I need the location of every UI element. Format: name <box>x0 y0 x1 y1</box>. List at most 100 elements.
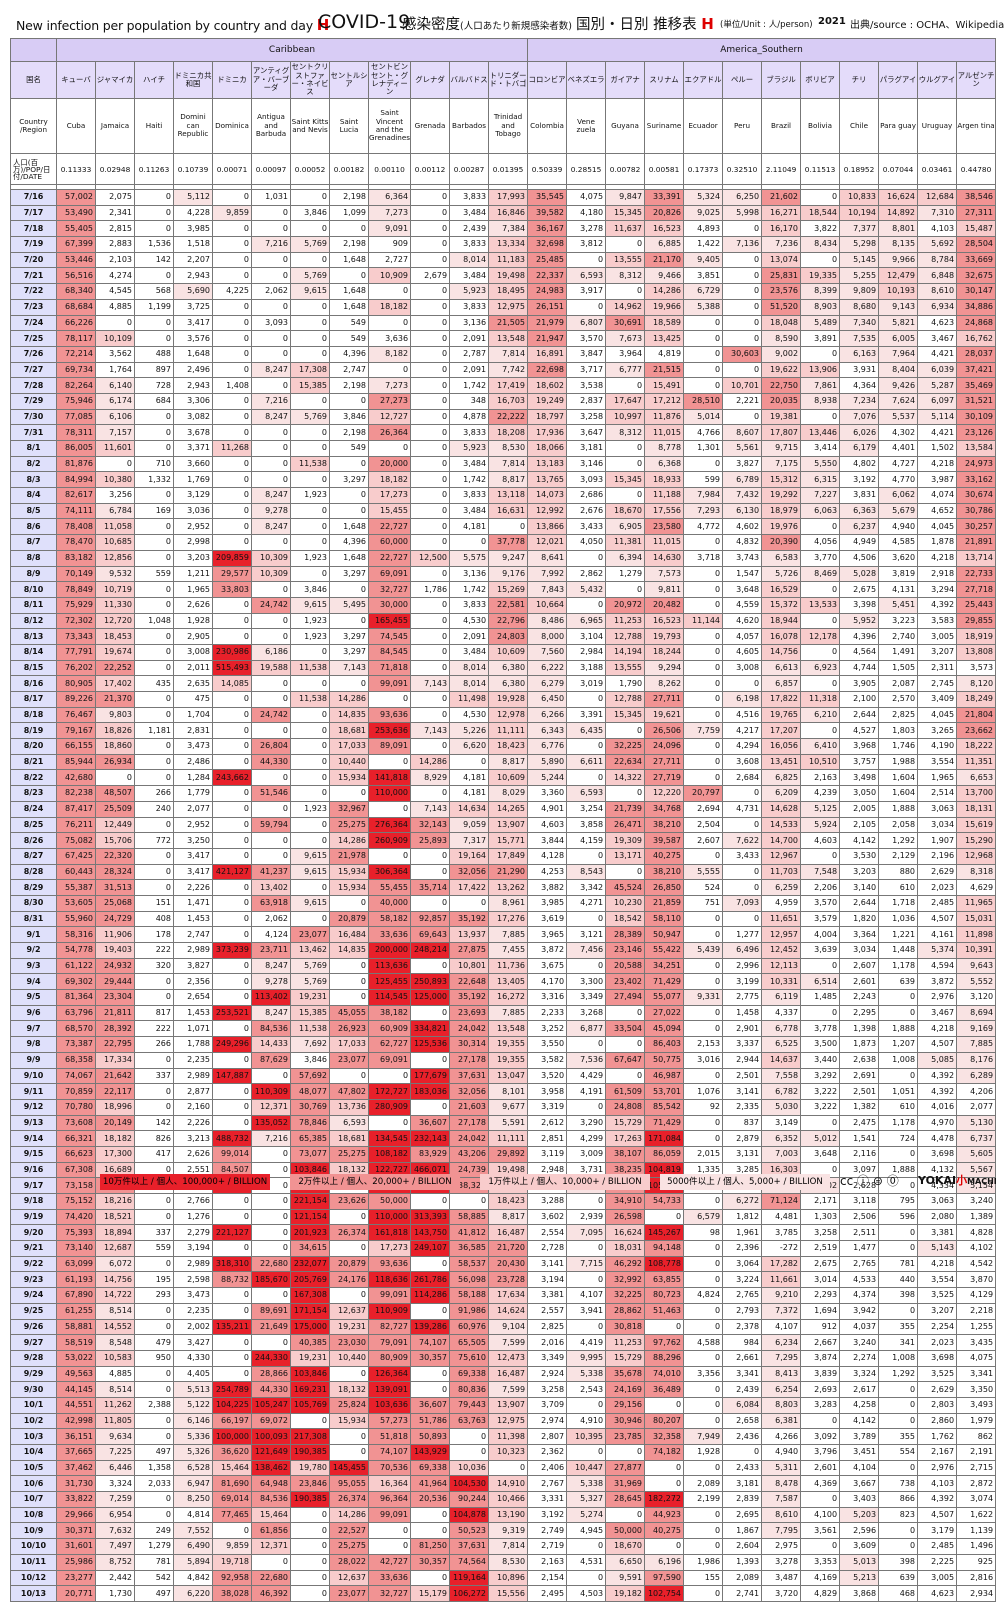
value-cell: 2,728 <box>527 1240 568 1257</box>
value-cell: 29,444 <box>95 973 135 991</box>
date-cell: 9/22 <box>10 1255 57 1273</box>
value-cell: 6,934 <box>917 298 958 316</box>
value-cell: 66,623 <box>56 1145 96 1163</box>
value-cell: 3,319 <box>527 1098 568 1116</box>
value-cell: 1,276 <box>173 1208 213 1226</box>
value-cell: 3,847 <box>566 345 607 363</box>
value-cell: 99,091 <box>367 1506 412 1524</box>
date-cell: 7/18 <box>10 220 57 238</box>
value-cell: 9,247 <box>488 549 529 567</box>
value-cell: 195 <box>134 1271 174 1289</box>
value-cell: 2,644 <box>839 894 880 912</box>
value-cell: 5,605 <box>956 1145 997 1163</box>
value-cell: 11,805 <box>95 1412 135 1430</box>
value-cell: 0 <box>134 1428 174 1445</box>
value-cell: 3,833 <box>449 424 490 441</box>
date-cell: 8/28 <box>10 863 57 881</box>
value-cell: 44,551 <box>56 1396 96 1414</box>
value-cell: 6,782 <box>761 1083 802 1100</box>
date-cell: 7/19 <box>10 236 57 253</box>
value-cell: 0 <box>251 612 291 630</box>
value-cell: 38,210 <box>644 816 685 834</box>
value-cell: 3,194 <box>527 1271 568 1289</box>
value-cell: 65,385 <box>290 1130 330 1147</box>
value-cell: 0 <box>410 785 451 802</box>
value-cell: 4,507 <box>917 910 958 928</box>
value-cell: 3,576 <box>173 330 213 347</box>
table-row: 8/5 74,111 6,784 169 3,036 0 9,278 0 0 15,455 0 3,4… <box>10 502 997 520</box>
value-cell: 3,931 <box>839 361 880 379</box>
value-cell: 0 <box>722 1444 763 1461</box>
value-cell: 1,961 <box>722 1224 763 1242</box>
value-cell: 1,746 <box>878 738 919 755</box>
value-cell: 20,035 <box>761 392 802 410</box>
value-cell: 3,987 <box>917 471 958 489</box>
date-cell: 9/8 <box>10 1036 57 1053</box>
value-cell: 0 <box>290 345 330 363</box>
value-cell: 7,742 <box>488 361 529 379</box>
value-cell: 4,045 <box>917 518 958 536</box>
value-cell: 610 <box>878 1098 919 1116</box>
table-row: 8/19 79,167 18,826 1,181 2,831 0 0 0 18,681 253,6… <box>10 722 997 740</box>
date-cell: 8/18 <box>10 706 57 724</box>
value-cell: 0 <box>410 1004 451 1022</box>
date-cell: 8/13 <box>10 628 57 645</box>
table-row: 9/11 70,859 22,117 0 2,877 0 110,309 48,077 47,8… <box>10 1083 997 1100</box>
value-cell: 5,338 <box>566 1365 607 1383</box>
value-cell: 2,741 <box>722 1585 763 1602</box>
value-cell: 78,470 <box>56 534 96 551</box>
value-cell: 22,320 <box>95 847 135 865</box>
value-cell: 4,075 <box>956 1349 997 1367</box>
value-cell: 1,786 <box>410 581 451 598</box>
value-cell: 21,370 <box>95 691 135 708</box>
value-cell: 1,279 <box>134 1538 174 1555</box>
value-cell: 200,000 <box>367 942 412 959</box>
value-cell: 3,554 <box>917 1271 958 1289</box>
value-cell: 2,442 <box>95 1569 135 1587</box>
date-cell: 7/26 <box>10 345 57 363</box>
value-cell: 18,423 <box>488 738 529 755</box>
value-cell: 373,239 <box>212 942 252 959</box>
value-cell: 58,316 <box>56 926 96 943</box>
value-cell: 32,675 <box>956 267 997 285</box>
value-cell: 6,062 <box>878 487 919 504</box>
value-cell: 0 <box>800 643 841 661</box>
value-cell: 17,033 <box>329 738 369 755</box>
value-cell: 3,718 <box>683 549 724 567</box>
value-cell: 7,497 <box>95 1538 135 1555</box>
value-cell: 3,678 <box>173 424 213 441</box>
value-cell: 21,505 <box>488 314 529 332</box>
value-cell: 0 <box>212 1098 252 1116</box>
value-cell: 4,802 <box>839 455 880 473</box>
value-cell: 5,552 <box>956 973 997 991</box>
value-cell: 88,296 <box>644 1349 685 1367</box>
value-cell: 23,402 <box>605 973 646 991</box>
value-cell: 69,734 <box>56 361 96 379</box>
value-cell: 3,417 <box>173 847 213 865</box>
value-cell: 58,519 <box>56 1334 96 1351</box>
date-cell: 8/21 <box>10 753 57 771</box>
value-cell: 1,071 <box>173 1020 213 1038</box>
value-cell: 232,143 <box>410 1130 451 1147</box>
value-cell: 3,188 <box>566 659 607 677</box>
value-cell: 1,422 <box>683 236 724 253</box>
value-cell: 6,254 <box>761 1381 802 1398</box>
table-row: 7/18 55,405 2,815 0 3,985 0 0 0 0 9,091 0 2,439 7,38… <box>10 220 997 238</box>
value-cell: 0 <box>212 392 252 410</box>
value-cell: 18,066 <box>527 440 568 457</box>
value-cell: 3,258 <box>800 1224 841 1242</box>
value-cell: 8,000 <box>527 628 568 645</box>
value-cell: 105,769 <box>290 1396 330 1414</box>
country-name-en: Vene zuela <box>566 98 607 154</box>
table-row: 7/17 53,490 2,341 0 4,228 9,859 0 3,846 1,099 7,2… <box>10 204 997 222</box>
value-cell: 4,124 <box>251 926 291 943</box>
value-cell: 7,317 <box>449 832 490 849</box>
value-cell: 6,410 <box>800 738 841 755</box>
value-cell: 6,279 <box>527 675 568 692</box>
value-cell: 8,176 <box>956 1051 997 1069</box>
value-cell: 0 <box>683 706 724 724</box>
value-cell: 78,117 <box>56 330 96 347</box>
value-cell: 3,213 <box>173 1130 213 1147</box>
value-cell: 40,000 <box>367 894 412 912</box>
value-cell: 2,793 <box>722 1302 763 1320</box>
